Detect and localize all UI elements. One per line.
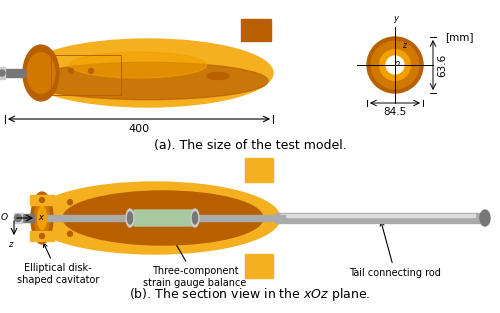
- Circle shape: [14, 214, 21, 222]
- Ellipse shape: [126, 209, 134, 227]
- FancyBboxPatch shape: [134, 210, 196, 226]
- Text: 63.6: 63.6: [437, 54, 447, 77]
- Ellipse shape: [30, 182, 280, 254]
- Ellipse shape: [69, 52, 207, 78]
- Circle shape: [380, 49, 410, 80]
- Text: 400: 400: [128, 124, 150, 134]
- Circle shape: [68, 231, 72, 236]
- Text: $z$: $z$: [8, 240, 14, 249]
- Ellipse shape: [38, 207, 46, 229]
- Ellipse shape: [27, 53, 55, 93]
- Circle shape: [88, 69, 94, 74]
- Ellipse shape: [63, 191, 263, 245]
- Text: [mm]: [mm]: [445, 32, 474, 42]
- Circle shape: [40, 198, 44, 203]
- Text: $o$: $o$: [394, 59, 400, 68]
- Text: $x$: $x$: [38, 213, 45, 223]
- Bar: [47, 215, 285, 221]
- Bar: [275, 213, 485, 223]
- Ellipse shape: [480, 210, 490, 226]
- Circle shape: [88, 200, 92, 205]
- Bar: [0, 67, 5, 79]
- Text: $O$: $O$: [0, 211, 9, 222]
- Bar: [5, 69, 25, 77]
- Circle shape: [40, 233, 44, 239]
- Bar: [280, 214, 475, 217]
- Bar: [245, 254, 273, 278]
- Ellipse shape: [207, 73, 229, 80]
- Bar: [241, 19, 271, 41]
- Ellipse shape: [192, 212, 198, 224]
- Text: $y$: $y$: [394, 14, 400, 25]
- Circle shape: [68, 69, 73, 74]
- Text: Tail connecting rod: Tail connecting rod: [349, 222, 441, 278]
- Circle shape: [88, 231, 92, 236]
- Ellipse shape: [34, 199, 50, 237]
- Ellipse shape: [23, 45, 59, 101]
- Text: 84.5: 84.5: [384, 107, 406, 117]
- Text: $z$: $z$: [402, 40, 408, 49]
- Bar: [22, 214, 34, 222]
- Text: Elliptical disk-
shaped cavitator: Elliptical disk- shaped cavitator: [17, 243, 99, 285]
- Bar: [30, 231, 54, 241]
- Bar: [14, 213, 22, 223]
- Bar: [51, 55, 121, 95]
- Bar: [245, 158, 273, 182]
- Circle shape: [371, 41, 419, 89]
- Circle shape: [367, 37, 423, 93]
- Ellipse shape: [128, 212, 132, 224]
- Text: Three-component
strain gauge balance: Three-component strain gauge balance: [144, 228, 246, 288]
- Bar: [30, 195, 54, 205]
- Ellipse shape: [31, 192, 53, 244]
- Ellipse shape: [28, 62, 268, 100]
- Ellipse shape: [191, 209, 199, 227]
- Circle shape: [68, 200, 72, 205]
- Circle shape: [386, 56, 404, 74]
- Text: (a). The size of the test model.: (a). The size of the test model.: [154, 140, 346, 152]
- Ellipse shape: [23, 39, 273, 107]
- Text: (b). The section view in the $xOz$ plane.: (b). The section view in the $xOz$ plane…: [129, 286, 371, 303]
- Circle shape: [0, 70, 5, 76]
